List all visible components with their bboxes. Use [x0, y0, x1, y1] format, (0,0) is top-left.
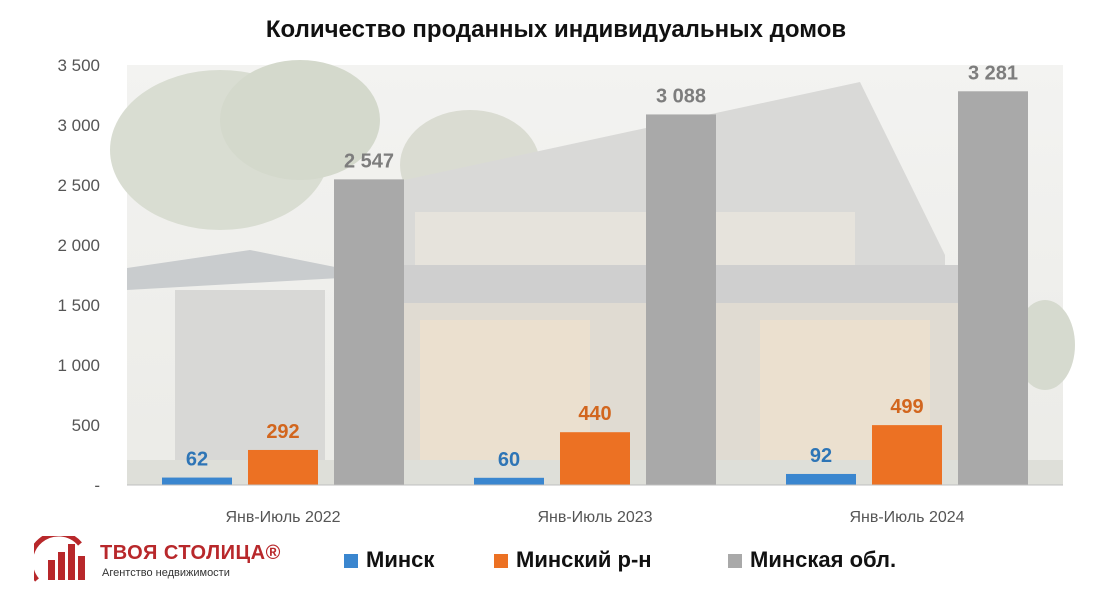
bar	[162, 477, 232, 485]
brand-logo: ТВОЯ СТОЛИЦА® Агентство недвижимости	[34, 536, 294, 584]
data-label: 3 088	[656, 85, 706, 107]
bar	[248, 449, 318, 485]
data-label: 3 281	[968, 62, 1018, 84]
y-axis: - 500 1 000 1 500 2 000 2 500 3 000 3 500	[57, 56, 100, 495]
data-label: 440	[578, 403, 611, 425]
legend-swatch-minsk-region	[728, 554, 742, 568]
legend-label-minsk-district: Минский р-н	[516, 547, 652, 572]
data-label: 499	[890, 396, 923, 418]
data-label: 2 547	[344, 150, 394, 172]
y-tick-label: 2 000	[57, 236, 100, 255]
bar	[958, 91, 1028, 485]
x-tick-label: Янв-Июль 2024	[849, 509, 964, 526]
data-label: 62	[186, 449, 208, 471]
y-tick-label: 500	[72, 416, 100, 435]
x-axis: Янв-Июль 2022 Янв-Июль 2023 Янв-Июль 2024	[127, 484, 1063, 526]
data-label: 92	[810, 445, 832, 467]
y-tick-label: 2 500	[57, 176, 100, 195]
x-tick-label: Янв-Июль 2022	[225, 509, 340, 526]
legend-label-minsk-region: Минская обл.	[750, 547, 897, 572]
y-tick-label: -	[94, 476, 100, 495]
y-tick-label: 1 000	[57, 356, 100, 375]
legend-swatch-minsk	[344, 554, 358, 568]
y-tick-label: 3 500	[57, 56, 100, 75]
legend-swatch-minsk-district	[494, 554, 508, 568]
x-tick-label: Янв-Июль 2023	[537, 509, 652, 526]
bar	[786, 473, 856, 485]
y-tick-label: 3 000	[57, 116, 100, 135]
bar	[474, 477, 544, 485]
data-label: 60	[498, 449, 520, 471]
bar	[560, 432, 630, 485]
building-logo-icon	[34, 536, 85, 582]
chart-title: Количество проданных индивидуальных домо…	[265, 16, 847, 43]
legend-label-minsk: Минск	[366, 547, 435, 572]
data-label: 292	[266, 421, 299, 443]
y-tick-label: 1 500	[57, 296, 100, 315]
bars	[162, 91, 1028, 486]
bar	[646, 114, 716, 485]
bar	[334, 179, 404, 486]
logo-subtitle: Агентство недвижимости	[102, 567, 230, 579]
bar	[872, 425, 942, 485]
logo-name: ТВОЯ СТОЛИЦА®	[100, 542, 281, 564]
data-labels: 62 292 2 547 60 440 3 088 92 499 3 281	[186, 62, 1018, 471]
